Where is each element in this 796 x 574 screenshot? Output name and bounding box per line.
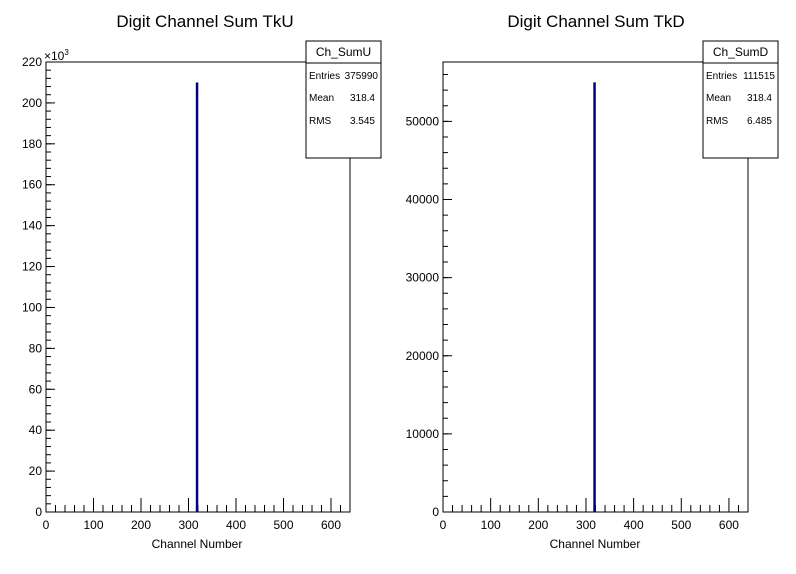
left-x-tick-label: 600 (321, 518, 341, 532)
left-stats-rms-value: 3.545 (350, 116, 375, 127)
right-stats-entries-label: Entries (706, 71, 737, 82)
right-y-tick-label: 30000 (406, 271, 440, 285)
left-y-tick-label: 120 (22, 260, 42, 274)
right-y-tick-label: 40000 (406, 193, 440, 207)
right-stats-rms-value: 6.485 (747, 116, 772, 127)
left-x-tick-label: 400 (226, 518, 246, 532)
left-stats-frame (305, 40, 382, 159)
right-stats-mean-label: Mean (706, 93, 731, 104)
left-x-tick-label: 100 (83, 518, 103, 532)
right-stats-name: Ch_SumD (713, 45, 769, 59)
left-y-tick-label: 200 (22, 96, 42, 110)
right-x-tick-label: 400 (624, 518, 644, 532)
left-stats-mean-label: Mean (309, 93, 334, 104)
right-x-tick-label: 300 (576, 518, 596, 532)
right-x-tick-label: 0 (440, 518, 447, 532)
left-y-tick-label: 140 (22, 219, 42, 233)
right-stats-entries-value: 111515 (743, 71, 775, 82)
left-stats-entries-value: 375990 (345, 71, 379, 82)
left-stats-mean-value: 318.4 (350, 93, 375, 104)
right-stats-mean-value: 318.4 (747, 93, 772, 104)
right-y-tick-label: 20000 (406, 349, 440, 363)
left-chart-title: Digit Channel Sum TkU (116, 12, 293, 31)
left-y-tick-label: 40 (29, 423, 43, 437)
right-x-tick-label: 600 (719, 518, 739, 532)
left-y-multiplier: ×103 (44, 48, 69, 63)
right-x-tick-label: 200 (528, 518, 548, 532)
left-stats-entries-label: Entries (309, 71, 340, 82)
left-y-tick-label: 20 (29, 464, 43, 478)
left-stats-rms-label: RMS (309, 116, 332, 127)
right-y-tick-label: 50000 (406, 114, 440, 128)
left-x-axis: 0 100 200 300 400 500 600 (43, 498, 351, 532)
left-y-tick-label: 220 (22, 55, 42, 69)
left-histogram-panel: Digit Channel Sum TkU 0 20 40 60 80 100 120 140… (22, 12, 382, 551)
left-y-axis: 0 20 40 60 80 100 120 140 160 180 200 220 (22, 55, 55, 519)
left-x-tick-label: 500 (273, 518, 293, 532)
left-y-tick-label: 160 (22, 178, 42, 192)
right-y-tick-label: 0 (432, 505, 439, 519)
right-y-axis: 0 10000 20000 30000 40000 50000 (406, 74, 452, 519)
left-y-tick-label: 180 (22, 137, 42, 151)
right-chart-title: Digit Channel Sum TkD (507, 12, 684, 31)
right-y-tick-label: 10000 (406, 427, 440, 441)
left-x-tick-label: 200 (131, 518, 151, 532)
left-x-tick-label: 0 (43, 518, 50, 532)
left-y-tick-label: 100 (22, 300, 42, 314)
right-stats-frame (702, 40, 779, 159)
left-stats-name: Ch_SumU (316, 45, 371, 59)
right-x-tick-label: 100 (481, 518, 501, 532)
left-x-axis-label: Channel Number (152, 537, 243, 551)
left-y-tick-label: 60 (29, 382, 43, 396)
right-stats-rms-label: RMS (706, 116, 729, 127)
left-stats-box: Ch_SumU Entries 375990 Mean 318.4 RMS 3.… (305, 40, 382, 159)
right-x-tick-label: 500 (671, 518, 691, 532)
right-histogram-panel: Digit Channel Sum TkD 0 10000 20000 30000 40… (406, 12, 779, 551)
right-x-axis: 0 100 200 300 400 500 600 (440, 498, 749, 532)
left-y-tick-label: 80 (29, 341, 43, 355)
left-y-tick-label: 0 (35, 505, 42, 519)
left-x-tick-label: 300 (178, 518, 198, 532)
right-x-axis-label: Channel Number (550, 537, 641, 551)
right-stats-box: Ch_SumD Entries 111515 Mean 318.4 RMS 6.… (702, 40, 779, 159)
